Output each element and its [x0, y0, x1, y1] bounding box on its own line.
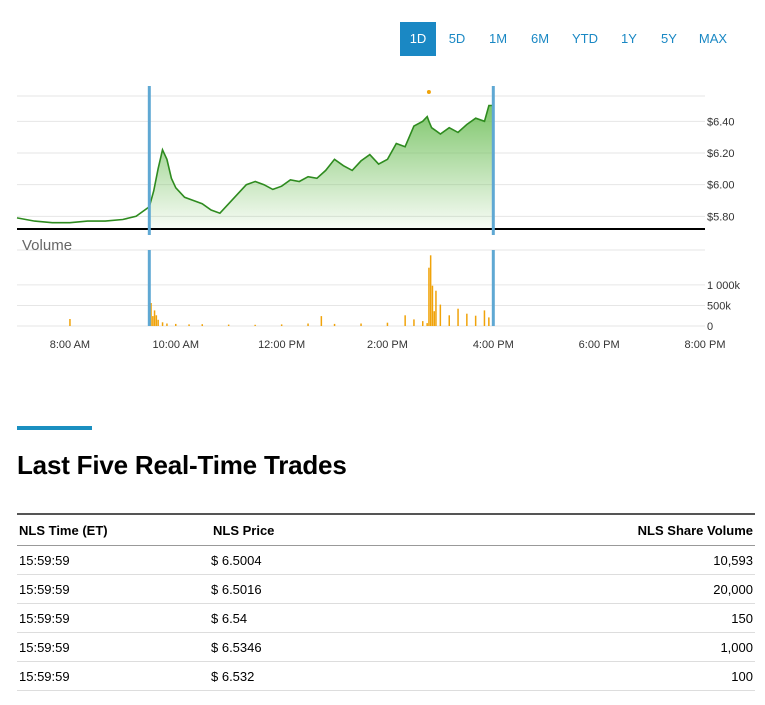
- volume-bar: [201, 324, 203, 326]
- time-tick-label: 4:00 PM: [473, 339, 514, 351]
- volume-bar: [155, 315, 158, 326]
- volume-bar: [188, 324, 190, 326]
- range-button-1d[interactable]: 1D: [400, 22, 436, 56]
- volume-bar: [428, 267, 430, 326]
- trade-volume: 20,000: [403, 574, 755, 604]
- trade-price: $ 6.532: [211, 661, 404, 691]
- volume-bar: [152, 316, 154, 326]
- table-row: 15:59:59 $ 6.5004 10,593: [17, 545, 755, 575]
- volume-bar: [307, 323, 309, 326]
- trade-price: $ 6.5346: [211, 632, 404, 662]
- time-tick-label: 6:00 PM: [579, 339, 620, 351]
- volume-bar: [157, 319, 159, 326]
- range-button-1y[interactable]: 1Y: [621, 31, 637, 46]
- volume-bar: [457, 308, 459, 326]
- trades-table: NLS Time (ET) NLS Price NLS Share Volume…: [17, 513, 755, 691]
- range-button-5d[interactable]: 5D: [448, 31, 466, 46]
- trade-price: $ 6.54: [211, 603, 404, 633]
- volume-bar: [474, 315, 477, 326]
- price-area-fill: [149, 105, 494, 229]
- price-tick-label: $5.80: [707, 211, 735, 223]
- table-row: 15:59:59 $ 6.54 150: [17, 603, 755, 633]
- trade-time: 15:59:59: [17, 574, 211, 604]
- price-tick-label: $6.00: [707, 180, 735, 192]
- range-button-ytd[interactable]: YTD: [572, 31, 598, 46]
- column-header-time: NLS Time (ET): [17, 513, 211, 546]
- trade-time: 15:59:59: [17, 632, 211, 662]
- volume-axis-label: Volume: [22, 237, 72, 254]
- session-markers: [147, 86, 495, 326]
- price-tick-label: $6.40: [707, 116, 735, 128]
- range-button-1m[interactable]: 1M: [488, 31, 508, 46]
- price-volume-chart[interactable]: $5.80 $6.00 $6.20 $6.40 0 500k 1 000k 8:00 AM 10…: [0, 78, 765, 358]
- section-title: Last Five Real-Time Trades: [17, 450, 347, 480]
- volume-bar: [386, 322, 389, 326]
- trade-volume: 100: [403, 661, 755, 691]
- range-button-6m[interactable]: 6M: [530, 31, 550, 46]
- trade-price: $ 6.5016: [211, 574, 404, 604]
- price-tick-label: $6.20: [707, 148, 735, 160]
- trade-price: $ 6.5004: [211, 545, 404, 575]
- time-tick-label: 12:00 PM: [258, 339, 305, 351]
- trade-time: 15:59:59: [17, 603, 211, 633]
- volume-bar: [435, 290, 437, 326]
- volume-bar: [166, 323, 168, 326]
- column-header-price: NLS Price: [211, 513, 404, 546]
- volume-bar: [227, 324, 230, 326]
- price-series-line: [16, 104, 494, 224]
- volume-bar: [280, 324, 283, 326]
- time-tick-label: 2:00 PM: [367, 339, 408, 351]
- volume-bar: [422, 321, 424, 326]
- trade-volume: 10,593: [403, 545, 755, 575]
- trade-time: 15:59:59: [17, 661, 211, 691]
- volume-bar: [426, 323, 428, 326]
- volume-tick-label: 0: [707, 321, 713, 333]
- time-tick-label: 8:00 AM: [50, 339, 90, 351]
- section-accent-line: [17, 426, 92, 430]
- range-button-max[interactable]: MAX: [698, 31, 728, 46]
- trade-volume: 1,000: [403, 632, 755, 662]
- table-row: 15:59:59 $ 6.5016 20,000: [17, 574, 755, 604]
- volume-bar: [431, 285, 434, 326]
- table-row: 15:59:59 $ 6.5346 1,000: [17, 632, 755, 662]
- volume-bar: [429, 255, 432, 326]
- volume-bar: [483, 310, 486, 326]
- volume-tick-label: 500k: [707, 300, 731, 312]
- time-tick-label: 10:00 AM: [153, 339, 199, 351]
- range-button-5y[interactable]: 5Y: [661, 31, 677, 46]
- grid-lines: [17, 95, 705, 327]
- volume-bar: [413, 319, 415, 326]
- trade-time: 15:59:59: [17, 545, 211, 575]
- volume-bar: [161, 322, 164, 326]
- volume-bar: [448, 315, 450, 326]
- price-high-dot: [426, 90, 431, 94]
- volume-bar: [320, 316, 323, 326]
- table-header-row: NLS Time (ET) NLS Price NLS Share Volume: [17, 513, 755, 546]
- volume-bar: [254, 324, 256, 326]
- volume-bars: [69, 255, 495, 326]
- volume-bar: [466, 313, 468, 326]
- column-header-volume: NLS Share Volume: [403, 513, 755, 546]
- volume-bar: [153, 310, 156, 326]
- volume-bar: [433, 311, 435, 326]
- volume-bar: [150, 303, 152, 326]
- volume-bar: [439, 304, 442, 326]
- volume-tick-label: 1 000k: [707, 280, 741, 292]
- trade-volume: 150: [403, 603, 755, 633]
- volume-bar: [175, 323, 177, 326]
- volume-bar: [69, 319, 71, 326]
- volume-bar: [360, 323, 362, 326]
- table-row: 15:59:59 $ 6.532 100: [17, 661, 755, 691]
- volume-bar: [333, 323, 336, 326]
- time-tick-label: 8:00 PM: [685, 339, 726, 351]
- volume-bar: [488, 317, 490, 326]
- axis-labels: $5.80 $6.00 $6.20 $6.40 0 500k 1 000k 8:00 AM 10…: [50, 116, 741, 351]
- range-selector: 1D 5D 1M 6M YTD 1Y 5Y MAX: [400, 22, 738, 56]
- volume-bar: [404, 315, 406, 326]
